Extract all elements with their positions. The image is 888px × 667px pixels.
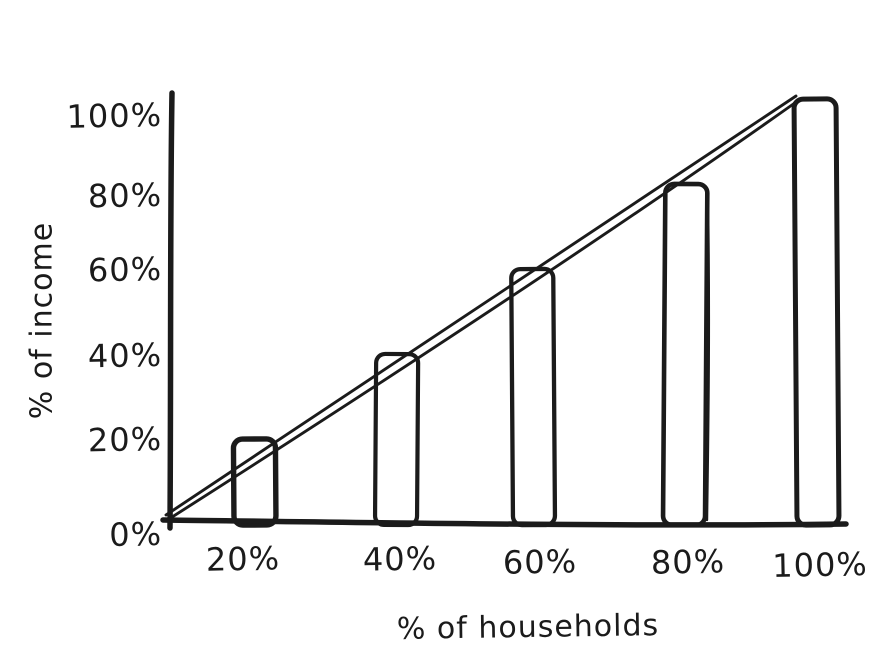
x-tick-label-80: 80% (650, 542, 726, 582)
y-tick-label-0: 0% (108, 514, 163, 554)
y-axis-line (167, 90, 175, 531)
x-tick-label-60: 60% (502, 542, 578, 582)
bar-40% (372, 351, 421, 528)
y-tick-label-80: 80% (87, 175, 163, 216)
bar-100% (791, 96, 842, 528)
y-axis-title: % of income (24, 221, 60, 420)
y-tick-label-100: 100% (66, 95, 163, 136)
bars-group (230, 96, 842, 528)
bar-20% (230, 436, 279, 528)
y-tick-label-20: 20% (87, 419, 163, 460)
x-tick-label-40: 40% (362, 539, 438, 579)
equality-line-stroke-2 (167, 98, 801, 521)
bar-60% (509, 266, 558, 528)
x-axis-title: % of households (396, 608, 660, 647)
x-tick-label-100: 100% (771, 545, 869, 585)
y-tick-label-40: 40% (87, 335, 163, 376)
x-tick-label-20: 20% (205, 539, 281, 579)
equality-line-stroke-1 (164, 94, 798, 517)
y-tick-label-60: 60% (87, 249, 163, 290)
bar-80%-redraw-stroke (705, 200, 711, 522)
bar-80% (660, 181, 710, 528)
x-axis-line (160, 517, 849, 528)
